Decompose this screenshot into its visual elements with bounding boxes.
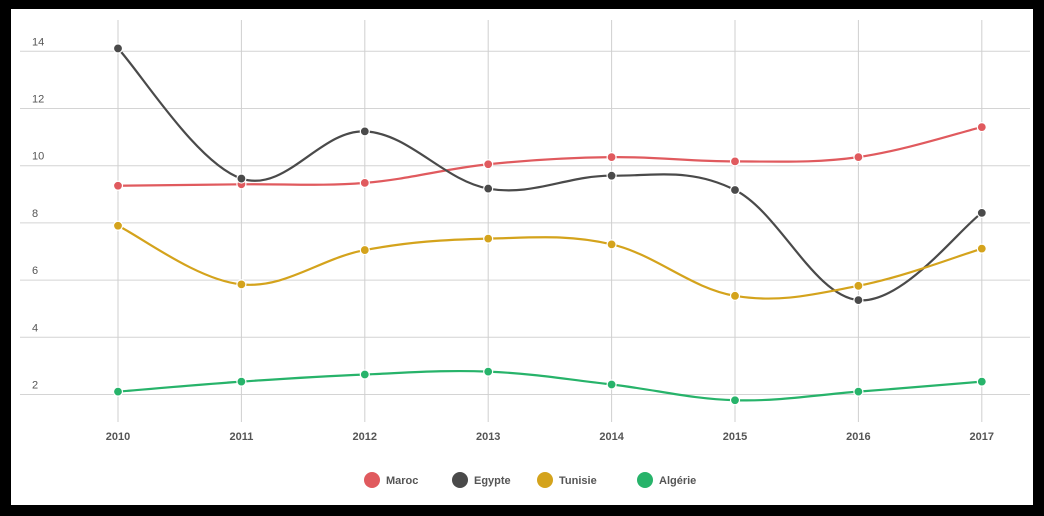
x-tick-label: 2015 (723, 431, 747, 443)
legend-item-maroc: Maroc (364, 472, 418, 488)
legend-label-algerie: Algérie (659, 475, 696, 487)
series-points (112, 43, 987, 406)
data-point-tunisie-2015 (729, 290, 741, 301)
data-point-maroc-2014 (606, 152, 617, 163)
data-point-egypte-2010 (112, 43, 124, 54)
data-point-tunisie-2017 (976, 243, 987, 254)
data-point-tunisie-2013 (483, 233, 494, 244)
x-grid (117, 20, 983, 422)
data-point-tunisie-2014 (606, 239, 617, 250)
series-line-algerie (117, 369, 982, 402)
data-point-maroc-2013 (483, 159, 494, 170)
y-tick-label: 14 (32, 36, 44, 48)
legend-label-egypte: Egypte (474, 475, 511, 487)
data-point-maroc-2016 (853, 152, 864, 163)
data-point-tunisie-2012 (359, 244, 370, 256)
x-tick-label: 2016 (846, 431, 870, 443)
y-tick-label: 4 (32, 322, 38, 334)
data-point-egypte-2017 (976, 207, 987, 218)
data-point-egypte-2013 (483, 183, 494, 194)
data-point-algerie-2013 (483, 366, 494, 377)
legend-swatch-maroc (364, 472, 380, 488)
x-tick-label: 2014 (599, 431, 624, 443)
data-point-tunisie-2010 (112, 220, 124, 231)
x-tick-label: 2017 (970, 431, 994, 443)
data-point-maroc-2015 (729, 156, 741, 167)
data-point-maroc-2012 (359, 177, 370, 188)
data-point-egypte-2014 (606, 170, 617, 181)
data-point-egypte-2016 (853, 295, 864, 306)
x-tick-label: 2010 (106, 431, 130, 443)
data-point-algerie-2012 (359, 369, 370, 380)
legend-item-egypte: Egypte (452, 472, 511, 488)
x-axis-labels: 2010 2011 2012 2013 2014 2015 2016 2017 (106, 431, 994, 443)
data-point-tunisie-2011 (236, 279, 247, 290)
y-tick-label: 6 (32, 265, 38, 277)
y-tick-label: 10 (32, 151, 44, 163)
series-lines (117, 47, 983, 402)
y-axis-labels: 2 4 6 8 10 12 14 (32, 36, 44, 391)
data-point-algerie-2014 (606, 379, 617, 390)
legend-swatch-algerie (637, 472, 653, 488)
x-tick-label: 2011 (229, 431, 253, 443)
data-point-tunisie-2016 (853, 280, 864, 291)
legend-item-algerie: Algérie (637, 472, 696, 488)
y-grid (20, 50, 1030, 395)
data-point-maroc-2010 (112, 180, 124, 191)
data-point-egypte-2011 (236, 173, 247, 184)
x-tick-label: 2013 (476, 431, 500, 443)
data-point-maroc-2017 (976, 121, 987, 133)
legend-label-maroc: Maroc (386, 475, 418, 487)
series-line-maroc (117, 126, 983, 187)
data-point-algerie-2015 (729, 395, 741, 406)
legend-label-tunisie: Tunisie (559, 475, 597, 487)
data-point-algerie-2016 (853, 386, 864, 397)
y-tick-label: 12 (32, 94, 44, 106)
y-tick-label: 2 (32, 380, 38, 392)
data-point-algerie-2010 (112, 386, 124, 397)
legend-item-tunisie: Tunisie (537, 472, 597, 488)
data-point-egypte-2015 (729, 184, 741, 196)
x-tick-label: 2012 (353, 431, 377, 443)
data-point-algerie-2017 (976, 376, 987, 387)
data-point-egypte-2012 (359, 126, 370, 137)
legend-swatch-tunisie (537, 472, 553, 488)
series-line-egypte (117, 47, 983, 302)
y-tick-label: 8 (32, 208, 38, 220)
series-line-tunisie (117, 224, 983, 300)
data-point-algerie-2011 (236, 376, 247, 387)
legend: Maroc Egypte Tunisie Algérie (364, 472, 696, 488)
legend-swatch-egypte (452, 472, 468, 488)
